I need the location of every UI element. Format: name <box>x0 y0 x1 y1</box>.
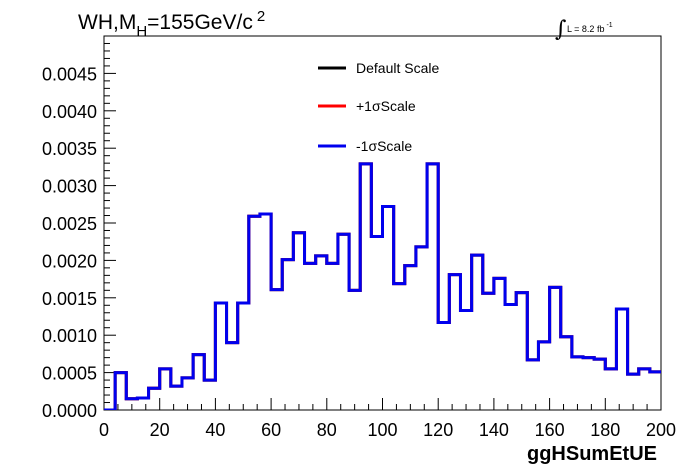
y-tick-label: 0.0040 <box>42 102 97 122</box>
x-tick-label: 160 <box>535 420 565 440</box>
lumi-superscript: -1 <box>606 22 612 29</box>
lumi-integral-symbol: ∫ <box>555 17 567 42</box>
y-tick-label: 0.0045 <box>42 64 97 84</box>
chart-title: WH,MH=155GeV/c 2 <box>78 8 265 40</box>
chart-title-subscript: H <box>136 23 147 40</box>
lumi-label: L = 8.2 fb -1 <box>567 22 613 34</box>
x-tick-label: 140 <box>479 420 509 440</box>
x-axis-title: ggHSumEtUE <box>527 443 657 465</box>
series-line-3 <box>104 162 661 410</box>
legend-entry-label: Default Scale <box>356 60 439 76</box>
y-tick-label: 0.0035 <box>42 139 97 159</box>
x-tick-label: 120 <box>423 420 453 440</box>
y-tick-label: 0.0005 <box>42 364 97 384</box>
x-axis-ticks: 0 20 40 60 80 100 120 140 160 180 200 <box>99 398 676 440</box>
series-group <box>104 162 661 410</box>
y-axis-ticks: 0.0000 0.0005 0.0010 0.0015 0.0020 0.0025 0.00… <box>42 35 116 421</box>
chart-title-superscript: 2 <box>257 8 265 25</box>
y-tick-label: 0.0020 <box>42 251 97 271</box>
x-tick-label: 60 <box>261 420 281 440</box>
x-tick-label: 0 <box>99 420 109 440</box>
legend: Default Scale +1σScale -1σScale <box>318 60 439 154</box>
legend-entry-label: -1σScale <box>356 138 412 154</box>
x-tick-label: 20 <box>150 420 170 440</box>
x-tick-label: 40 <box>205 420 225 440</box>
x-tick-label: 100 <box>367 420 397 440</box>
y-tick-label: 0.0025 <box>42 214 97 234</box>
y-tick-label: 0.0015 <box>42 289 97 309</box>
x-tick-label: 80 <box>317 420 337 440</box>
x-tick-label: 200 <box>646 420 676 440</box>
y-tick-label: 0.0000 <box>42 401 97 421</box>
y-tick-label: 0.0030 <box>42 177 97 197</box>
y-tick-label: 0.0010 <box>42 326 97 346</box>
legend-entry-label: +1σScale <box>356 98 416 114</box>
x-tick-label: 180 <box>590 420 620 440</box>
